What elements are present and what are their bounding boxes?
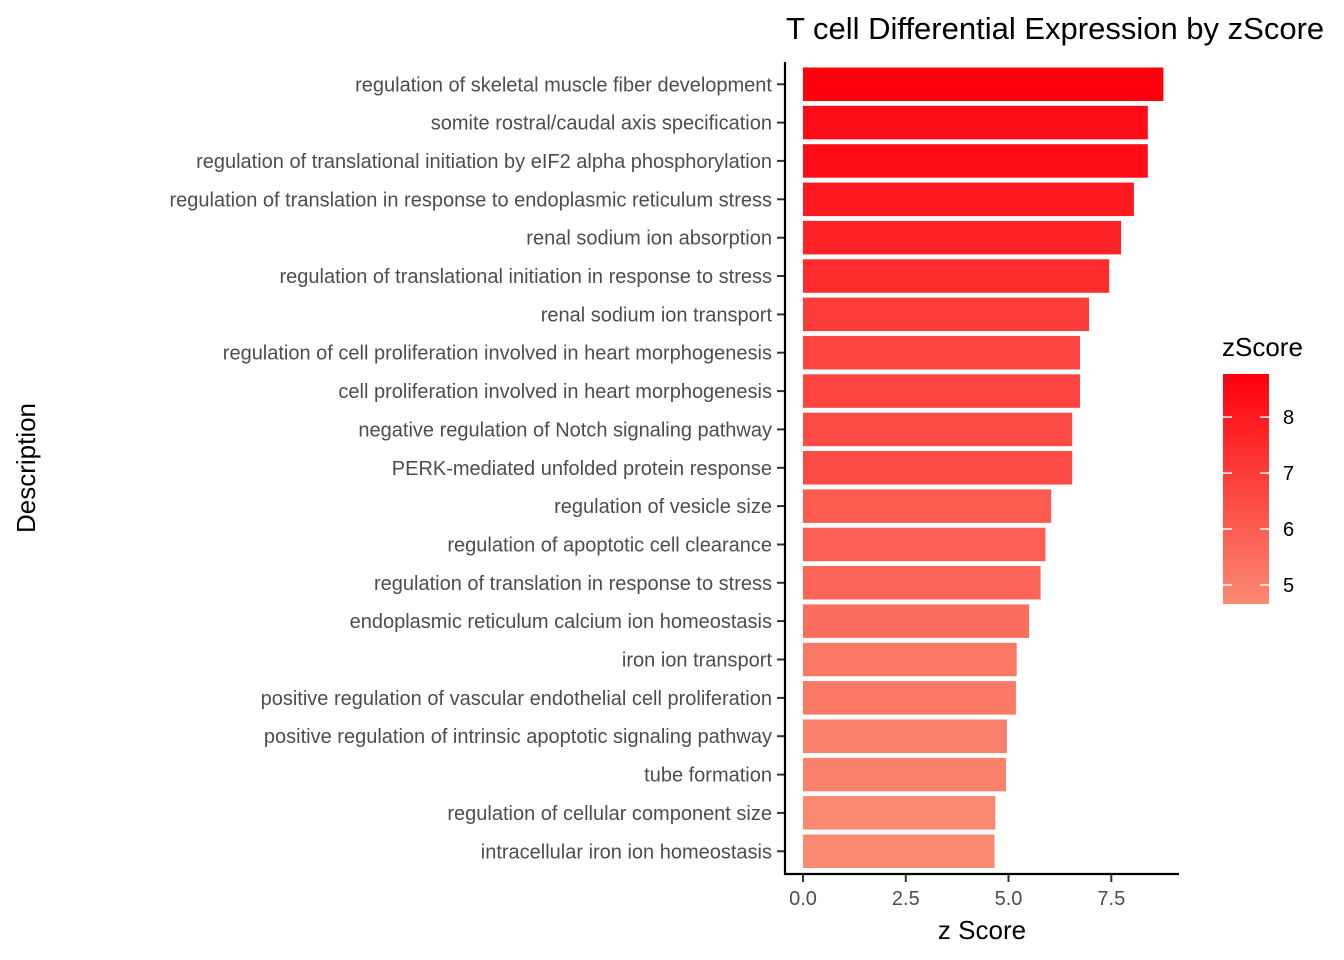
bar xyxy=(803,757,1006,792)
y-tick-label: regulation of cell proliferation involve… xyxy=(223,343,772,365)
y-tick-label: intracellular iron ion homeostasis xyxy=(481,841,772,863)
y-tick-label: somite rostral/caudal axis specification xyxy=(431,113,772,135)
y-tick-label: PERK-mediated unfolded protein response xyxy=(392,458,772,480)
bar xyxy=(803,105,1148,140)
bar xyxy=(803,527,1046,562)
bar xyxy=(803,182,1134,217)
y-tick-label: negative regulation of Notch signaling p… xyxy=(358,419,772,441)
y-tick-label: renal sodium ion absorption xyxy=(526,228,772,250)
legend-colorbar xyxy=(1223,374,1269,604)
color-legend: zScore 5 6 7 8 xyxy=(1222,332,1303,604)
y-tick-label: positive regulation of vascular endothel… xyxy=(261,688,772,710)
y-tick-label: regulation of translational initiation i… xyxy=(280,266,773,288)
legend-ticks: 5 6 7 8 xyxy=(1223,407,1294,597)
y-tick-label: regulation of translational initiation b… xyxy=(196,151,772,173)
bar xyxy=(803,489,1052,523)
bar xyxy=(803,719,1007,753)
bar xyxy=(803,834,995,868)
bar xyxy=(803,144,1148,178)
y-tick-labels: regulation of skeletal muscle fiber deve… xyxy=(169,74,772,863)
bar xyxy=(803,796,996,830)
y-tick-label: regulation of translation in response to… xyxy=(169,189,772,211)
bar xyxy=(803,67,1164,101)
y-tick-label: regulation of translation in response to… xyxy=(374,573,772,595)
x-axis-title: z Score xyxy=(938,915,1026,945)
bar xyxy=(803,297,1090,332)
y-tick-marks xyxy=(777,83,785,853)
legend-tick-label: 7 xyxy=(1283,463,1294,485)
y-tick-label: cell proliferation involved in heart mor… xyxy=(338,381,772,403)
bar xyxy=(803,259,1110,293)
y-tick-label: tube formation xyxy=(644,765,772,787)
legend-tick-label: 5 xyxy=(1283,575,1294,597)
x-tick-label: 2.5 xyxy=(892,888,920,910)
bar xyxy=(803,412,1073,447)
bar xyxy=(803,681,1016,715)
x-tick-label: 7.5 xyxy=(1097,888,1125,910)
y-tick-label: regulation of vesicle size xyxy=(554,496,772,518)
legend-tick-label: 8 xyxy=(1283,407,1294,429)
y-tick-label: regulation of cellular component size xyxy=(447,803,772,825)
y-tick-label: renal sodium ion transport xyxy=(541,304,773,326)
bar xyxy=(803,374,1080,408)
y-tick-label: endoplasmic reticulum calcium ion homeos… xyxy=(350,611,772,633)
y-tick-label: regulation of skeletal muscle fiber deve… xyxy=(355,74,772,96)
x-tick-marks: 0.0 2.5 5.0 7.5 xyxy=(789,875,1125,910)
chart-title: T cell Differential Expression by zScore xyxy=(786,11,1324,46)
x-tick-label: 0.0 xyxy=(789,888,817,910)
y-tick-label: regulation of apoptotic cell clearance xyxy=(447,535,772,557)
bars-group xyxy=(803,67,1164,868)
bar xyxy=(803,604,1030,638)
bar xyxy=(803,451,1073,485)
bar xyxy=(803,642,1017,677)
bar xyxy=(803,566,1041,600)
x-tick-label: 5.0 xyxy=(995,888,1023,910)
bar xyxy=(803,220,1122,255)
y-tick-label: iron ion transport xyxy=(622,650,773,672)
legend-tick-label: 6 xyxy=(1283,519,1294,541)
legend-title: zScore xyxy=(1222,332,1303,362)
y-axis-title: Description xyxy=(11,403,41,533)
bar xyxy=(803,335,1080,370)
y-tick-label: positive regulation of intrinsic apoptot… xyxy=(264,726,772,748)
